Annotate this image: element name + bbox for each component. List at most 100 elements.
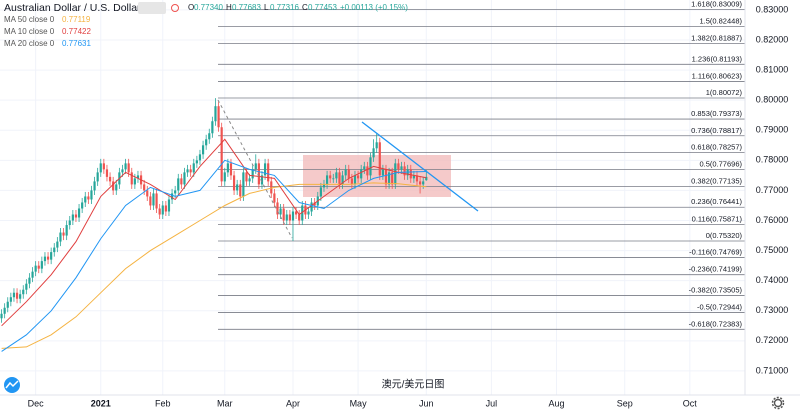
candle-body (291, 211, 295, 221)
candle-body (267, 163, 270, 182)
candle-body (15, 292, 19, 299)
candle-body (313, 202, 316, 206)
settings-icon[interactable] (771, 396, 785, 410)
candle-body (40, 261, 43, 269)
indicator-name: MA 50 close 0 (4, 15, 55, 24)
candle-body (108, 176, 112, 182)
candle-body (350, 178, 353, 185)
y-tick-label: 0.76000 (756, 215, 789, 225)
x-tick-label: Oct (683, 398, 698, 408)
candle-body (400, 166, 403, 170)
candle-body (387, 172, 391, 185)
candle-body (56, 241, 59, 248)
candle-body (192, 163, 195, 173)
candle-body (279, 208, 282, 215)
candle-body (425, 176, 428, 181)
candle-body (102, 163, 105, 170)
candle-body (136, 175, 140, 179)
dashed-trend-line[interactable] (217, 99, 293, 239)
candle-body (124, 163, 127, 170)
candle-body (130, 172, 133, 185)
candle-body (177, 178, 180, 191)
price-change: +0.00113 (+0.15%) (340, 3, 408, 12)
rectangle-drawing[interactable] (303, 155, 451, 197)
candle-body (152, 193, 155, 206)
x-tick-label: Apr (286, 398, 300, 408)
ohlc-key: C (302, 3, 308, 12)
ohlc-value: 0.77683 (232, 3, 261, 12)
x-tick-label: Feb (155, 398, 171, 408)
trend-line[interactable] (361, 121, 479, 212)
candle-body (353, 175, 357, 185)
candle-body (341, 175, 344, 185)
candle-body (273, 193, 276, 203)
candle-body (105, 169, 109, 177)
candle-body (31, 271, 34, 278)
candle-body (375, 142, 378, 149)
candle-body (403, 166, 406, 176)
candle-body (294, 211, 298, 215)
candle-body (356, 175, 360, 179)
candle-body (93, 181, 96, 191)
candle-body (112, 181, 115, 191)
candle-body (347, 169, 350, 179)
candle-body (161, 205, 164, 215)
candle-body (19, 294, 22, 299)
fib-level-label: 0.736(0.78817) (691, 126, 742, 135)
candle-body (415, 175, 419, 182)
fib-level-label: 1.382(0.81887) (691, 33, 742, 42)
y-tick-label: 0.71000 (756, 365, 789, 375)
indicator-name: MA 10 close 0 (4, 27, 55, 36)
candle-body (338, 172, 341, 185)
y-tick-label: 0.78000 (756, 155, 789, 165)
candle-body (146, 190, 149, 197)
candle-body (211, 121, 214, 134)
indicator-name: MA 20 close 0 (4, 39, 55, 48)
fib-level-label: -0.618(0.72383) (689, 319, 743, 328)
candle-body (96, 172, 99, 182)
symbol-title: Australian Dollar / U.S. Dollar · 1D (4, 2, 164, 14)
candle-body (149, 196, 152, 206)
candle-body (65, 225, 68, 236)
candle-body (214, 106, 217, 122)
candle-body (325, 175, 329, 185)
candle-body (226, 163, 229, 173)
indicator-value: 0.77422 (62, 27, 91, 36)
status-dot (171, 4, 179, 12)
candle-body (81, 202, 84, 209)
blurred-box (138, 2, 166, 14)
candle-body (28, 277, 31, 284)
candle-body (164, 205, 167, 212)
candle-body (74, 214, 78, 218)
y-tick-label: 0.80000 (756, 95, 789, 105)
indicator-value: 0.77119 (62, 15, 91, 24)
candle-body (180, 178, 183, 185)
x-tick-label: Jun (419, 398, 434, 408)
candle-body (90, 190, 93, 200)
candle-body (37, 265, 40, 269)
x-tick-label: Aug (548, 398, 564, 408)
logo[interactable] (4, 377, 20, 393)
candle-body (301, 205, 304, 221)
candle-body (143, 184, 146, 191)
candle-body (62, 232, 65, 236)
candle-body (198, 154, 202, 161)
fib-level-label: 0.618(0.78257) (691, 143, 742, 152)
candle-body (53, 247, 56, 253)
candle-body (381, 169, 384, 176)
candle-body (285, 214, 288, 221)
candle-body (397, 163, 400, 170)
candle-body (366, 166, 369, 176)
candle-body (394, 163, 397, 185)
candle-body (276, 202, 279, 215)
candle-body (329, 175, 332, 179)
ohlc-value: 0.77316 (270, 3, 299, 12)
candle-body (310, 202, 313, 212)
candle-body (208, 133, 211, 140)
candle-body (50, 252, 53, 260)
y-tick-label: 0.72000 (756, 335, 789, 345)
header: Australian Dollar / U.S. Dollar · 1D (4, 2, 179, 14)
fib-level-label: 1.5(0.82448) (699, 17, 742, 26)
x-tick-label: Mar (217, 398, 233, 408)
